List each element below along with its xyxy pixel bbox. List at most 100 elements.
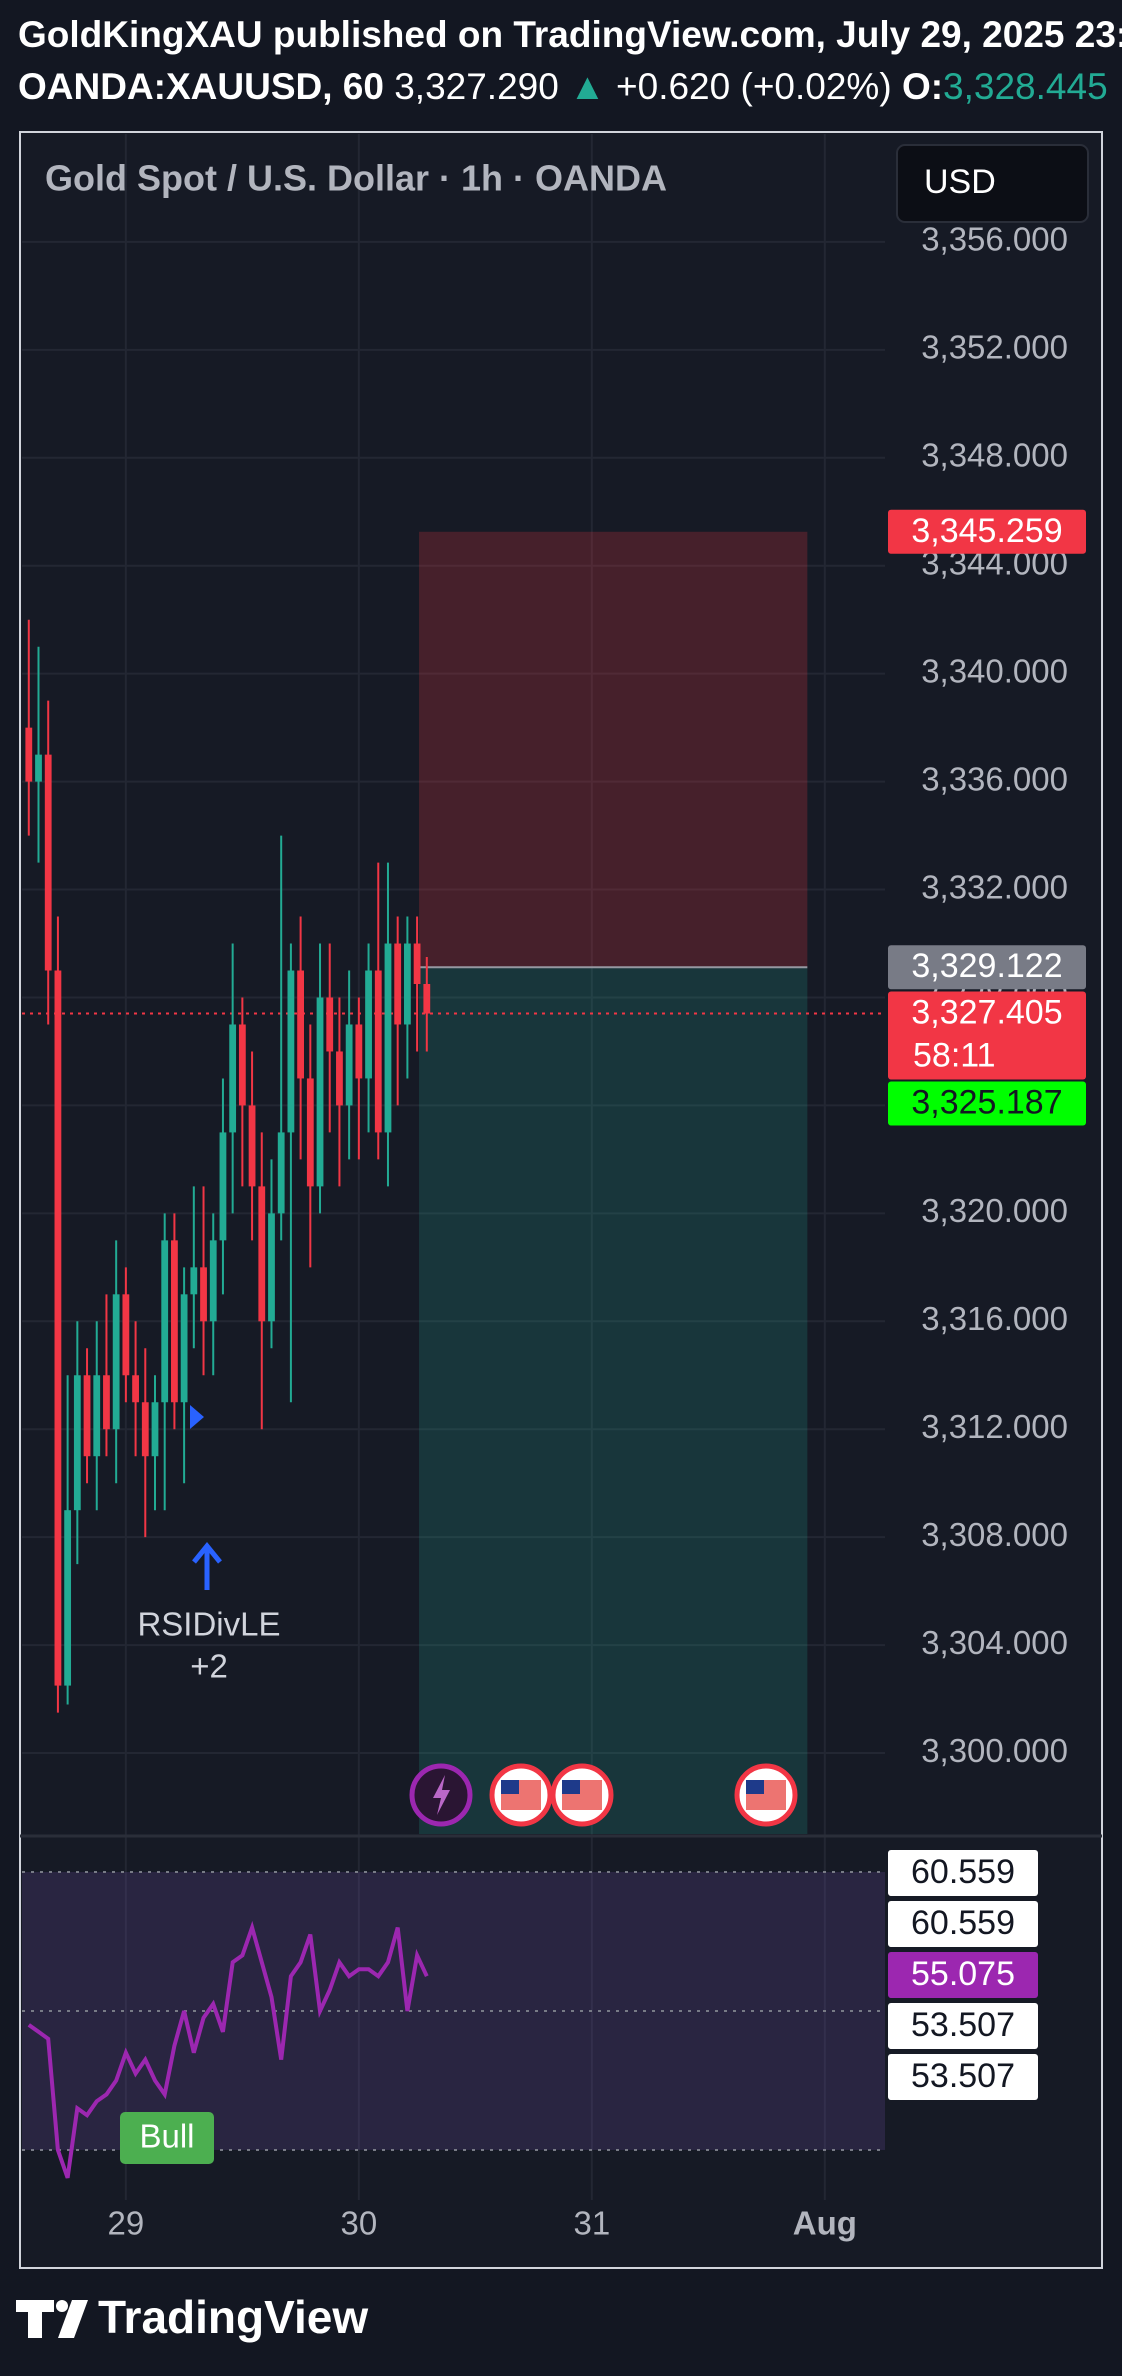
candle-body	[326, 997, 334, 1052]
publish-text: GoldKingXAU published on TradingView.com…	[18, 14, 1122, 55]
y-tick-label: 3,304.000	[921, 1624, 1068, 1661]
logo-dot	[56, 2300, 68, 2312]
y-tick-label: 3,340.000	[921, 652, 1068, 689]
candle-body	[122, 1294, 130, 1376]
x-tick-label: 29	[108, 2205, 145, 2242]
y-tick-label: 3,312.000	[921, 1408, 1068, 1445]
candle-body	[374, 970, 382, 1133]
y-tick-label: 3,336.000	[921, 760, 1068, 797]
candle-body	[25, 727, 33, 782]
stop-zone	[419, 531, 808, 968]
candle-body	[44, 754, 52, 971]
candle-body	[268, 1213, 275, 1322]
candle-body	[93, 1375, 101, 1457]
open-value: 3,328.445	[943, 66, 1108, 107]
divergence-marker	[190, 1405, 204, 1429]
price-tag-label: 3,325.187	[911, 1084, 1062, 1122]
entry-arrow	[192, 1542, 222, 1590]
rsi-tag	[888, 2054, 1038, 2100]
price-tag	[888, 945, 1086, 990]
flag-canton	[746, 1780, 764, 1794]
open-label: O:	[901, 66, 944, 107]
y-tick-label: 3,316.000	[921, 1300, 1068, 1337]
symbol: OANDA:XAUUSD, 60	[18, 66, 384, 107]
candle-body	[132, 1375, 139, 1403]
candle-body	[394, 943, 402, 1025]
y-tick-label: 3,352.000	[921, 329, 1068, 366]
x-tick-label: 31	[573, 2205, 610, 2242]
rsi-tag	[888, 1901, 1038, 1947]
rsi-tag-label: 53.507	[911, 2057, 1015, 2095]
candle-body	[297, 970, 305, 1079]
y-tick-label: 3,348.000	[921, 437, 1068, 474]
y-tick-label: 3,300.000	[921, 1732, 1068, 1769]
header-line: GoldKingXAU published on TradingView.com…	[18, 14, 1122, 56]
bolt	[433, 1775, 450, 1815]
candle-body	[355, 1024, 363, 1079]
candle-body	[345, 1024, 353, 1106]
candle-body	[287, 970, 295, 1133]
candle-body	[238, 1024, 246, 1106]
chart-title: Gold Spot / U.S. Dollar · 1h · OANDA	[45, 158, 667, 199]
currency-label: USD	[924, 163, 996, 201]
signal-tag	[120, 2112, 214, 2164]
candle-body	[73, 1375, 81, 1511]
candle-body	[413, 943, 421, 984]
candle-body	[161, 1240, 169, 1403]
annotation: +2	[190, 1648, 228, 1685]
candle-body	[35, 754, 42, 782]
candle-body	[209, 1240, 217, 1322]
rsi-line	[27, 1920, 429, 2179]
candle-body	[306, 1078, 314, 1187]
candle-body	[141, 1402, 149, 1457]
candle-body	[200, 1267, 207, 1322]
candle-body	[403, 943, 411, 1025]
candle-body	[103, 1375, 110, 1430]
candle-body	[384, 943, 392, 1133]
candle-body	[64, 1510, 72, 1686]
candle-body	[258, 1186, 266, 1322]
price-tag	[888, 991, 1086, 1080]
rsi-tag-label: 60.559	[911, 1904, 1015, 1942]
price-tag-label: 3,327.405	[911, 994, 1062, 1032]
candle-body	[54, 970, 62, 1686]
up-arrow: ▲	[569, 66, 606, 107]
candle-body	[316, 997, 324, 1187]
y-tick-label: 3,320.000	[921, 1192, 1068, 1229]
rsi-tag-label: 55.075	[911, 1955, 1015, 1993]
y-tick-label: 3,356.000	[921, 221, 1068, 258]
rsi-tag-label: 53.507	[911, 2006, 1015, 2044]
candle-body	[180, 1294, 188, 1403]
rsi-band	[22, 1871, 885, 2150]
candle-body	[277, 1132, 285, 1214]
signal-label: Bull	[139, 2118, 194, 2155]
flag-canton	[562, 1780, 580, 1794]
rsi-tag	[888, 1850, 1038, 1896]
rsi-tag	[888, 2003, 1038, 2049]
candle-body	[83, 1375, 91, 1457]
countdown: 58:11	[913, 1037, 996, 1075]
price-tag	[888, 1081, 1086, 1126]
candle-body	[171, 1240, 178, 1403]
candle-body	[112, 1294, 120, 1430]
target-zone	[419, 967, 808, 1834]
y-tick-label: 3,308.000	[921, 1516, 1068, 1553]
annotation: RSIDivLE	[137, 1606, 280, 1643]
change: +0.620 (+0.02%)	[616, 66, 892, 107]
header-line: OANDA:XAUUSD, 60 3,327.290 ▲ +0.620 (+0.…	[18, 66, 1122, 108]
flag-canton	[501, 1780, 519, 1794]
rsi-tag	[888, 1952, 1038, 1998]
candle-body	[365, 970, 372, 1079]
y-tick-label: 3,332.000	[921, 868, 1068, 905]
x-tick-label: Aug	[793, 2205, 857, 2242]
candle-body	[229, 1024, 237, 1133]
candle-body	[423, 984, 431, 1014]
last-price: 3,327.290	[394, 66, 559, 107]
currency-button[interactable]	[896, 144, 1089, 223]
logo-mark	[16, 2300, 88, 2338]
candle-body	[151, 1402, 159, 1457]
candle-body	[190, 1267, 198, 1295]
rsi-tag-label: 60.559	[911, 1853, 1015, 1891]
